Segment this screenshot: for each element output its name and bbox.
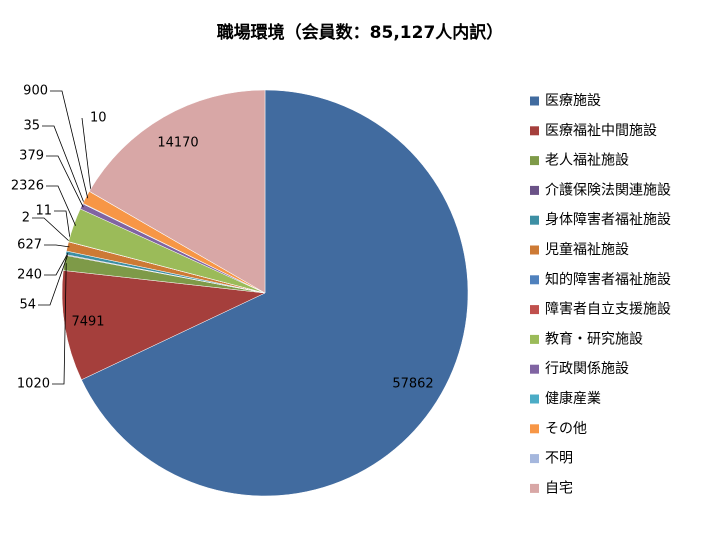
legend-label: 行政関係施設 [545,361,629,377]
legend-swatch [530,394,539,404]
legend-label: 教育・研究施設 [545,331,643,347]
data-label: 10 [90,111,107,126]
data-label: 2 [22,211,30,226]
leader-line [38,255,68,306]
leader-line [46,155,84,208]
data-label: 7491 [71,315,104,330]
leader-line [44,252,69,276]
legend-label: 身体障害者福祉施設 [545,212,671,228]
legend-label: 老人福祉施設 [545,153,629,169]
data-label: 1020 [17,377,50,392]
legend-label: 健康産業 [545,390,601,407]
legend-swatch [530,424,539,434]
data-label: 379 [19,149,44,164]
leader-line [32,217,71,243]
legend-label: 不明 [545,451,573,467]
data-label: 2326 [11,179,44,194]
legend-swatch [530,305,539,315]
leader-line [81,117,92,193]
leader-line [52,263,67,385]
pie-slice [88,89,266,294]
data-label: 14170 [157,136,198,151]
legend-swatch [530,364,539,374]
leader-line [44,244,70,248]
legend-label: 医療福祉中間施設 [545,122,657,139]
data-label: 35 [23,119,40,134]
data-label: 240 [17,268,42,283]
legend-swatch [530,275,539,285]
legend-swatch [530,96,539,106]
data-label: 57862 [392,377,433,392]
data-label: 54 [19,298,36,313]
leader-line [50,90,89,199]
legend-label: 自宅 [545,480,573,496]
legend-swatch [530,245,539,255]
legend-label: その他 [545,421,587,437]
leader-line [42,125,85,205]
leader-line [46,185,76,226]
legend-swatch [530,483,539,493]
legend-swatch [530,156,539,166]
pie-slice [81,89,469,497]
legend-swatch [530,215,539,225]
legend-swatch [530,334,539,344]
legend-label: 知的障害者福祉施設 [545,271,671,288]
legend-swatch [530,126,539,136]
leader-line [54,210,71,243]
legend-label: 児童福祉施設 [545,241,629,258]
data-label: 11 [35,204,52,219]
chart-title: 職場環境（会員数：85,127人内訳） [217,22,504,43]
legend-label: 介護保険法関連施設 [545,182,671,198]
data-label: 627 [17,238,42,253]
legend-label: 医療施設 [545,92,601,109]
legend-label: 障害者自立支援施設 [545,302,671,318]
legend-swatch [530,185,539,195]
legend-swatch [530,454,539,464]
data-label: 900 [23,84,48,99]
